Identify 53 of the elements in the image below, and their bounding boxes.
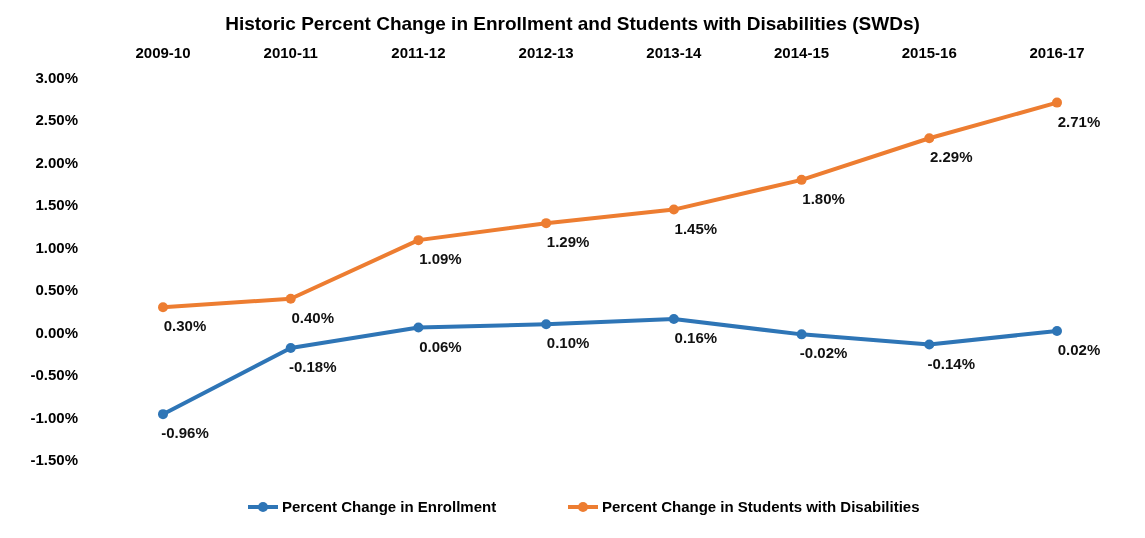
data-label: 0.40% [291, 308, 334, 326]
y-tick-label: -0.50% [30, 366, 78, 384]
x-tick-label: 2012-13 [518, 44, 574, 61]
data-label: 0.30% [163, 317, 207, 335]
data-label: -0.02% [799, 344, 848, 362]
data-label: 2.29% [930, 148, 973, 166]
point [796, 329, 807, 340]
data-label: -0.14% [927, 354, 976, 372]
x-tick-label: 2013-14 [646, 44, 703, 61]
data-label: -0.18% [288, 357, 337, 375]
y-tick-label: 2.00% [35, 153, 78, 171]
point [924, 133, 935, 144]
point [285, 342, 296, 353]
chart-title: Historic Percent Change in Enrollment and Students with Disabilities (SWDs) [225, 13, 920, 34]
point [668, 314, 679, 325]
legend-label: Percent Change in Students with Disabilities [602, 498, 920, 515]
y-tick-label: -1.50% [30, 451, 78, 468]
x-tick-label: 2014-15 [774, 44, 830, 61]
x-tick-label: 2009-10 [135, 44, 191, 61]
x-tick-label: 2010-11 [263, 44, 318, 61]
point [413, 322, 424, 333]
point [924, 339, 935, 350]
y-tick-label: 0.50% [35, 281, 78, 299]
point [796, 174, 807, 185]
point [158, 302, 168, 313]
y-tick-label: 0.00% [35, 323, 78, 341]
data-label: 0.06% [419, 337, 462, 355]
y-tick-label: -1.00% [30, 408, 78, 426]
legend-label: Percent Change in Enrollment [282, 498, 497, 515]
x-tick-label: 2011-12 [391, 44, 446, 61]
point [541, 319, 552, 330]
data-label: -0.96% [161, 424, 209, 442]
point [1052, 97, 1062, 108]
y-tick-label: 1.00% [35, 238, 78, 256]
x-tick-label: 2015-16 [901, 44, 957, 61]
point [285, 293, 296, 304]
x-tick-label: 2016-17 [1029, 44, 1085, 61]
point [1052, 325, 1062, 336]
data-label: 0.16% [674, 329, 718, 347]
data-label: 1.80% [802, 189, 845, 207]
data-label: 0.02% [1057, 340, 1101, 358]
data-label: 1.45% [674, 219, 718, 237]
y-tick-label: 3.00% [35, 69, 78, 86]
point [158, 409, 168, 420]
y-tick-label: 2.50% [35, 111, 78, 129]
point [541, 218, 552, 229]
data-label: 2.71% [1057, 112, 1101, 130]
y-tick-label: 1.50% [35, 196, 78, 214]
data-label: 0.10% [546, 334, 590, 352]
point [413, 235, 424, 246]
data-label: 1.09% [419, 250, 462, 268]
point [668, 204, 679, 215]
data-label: 1.29% [546, 233, 590, 251]
